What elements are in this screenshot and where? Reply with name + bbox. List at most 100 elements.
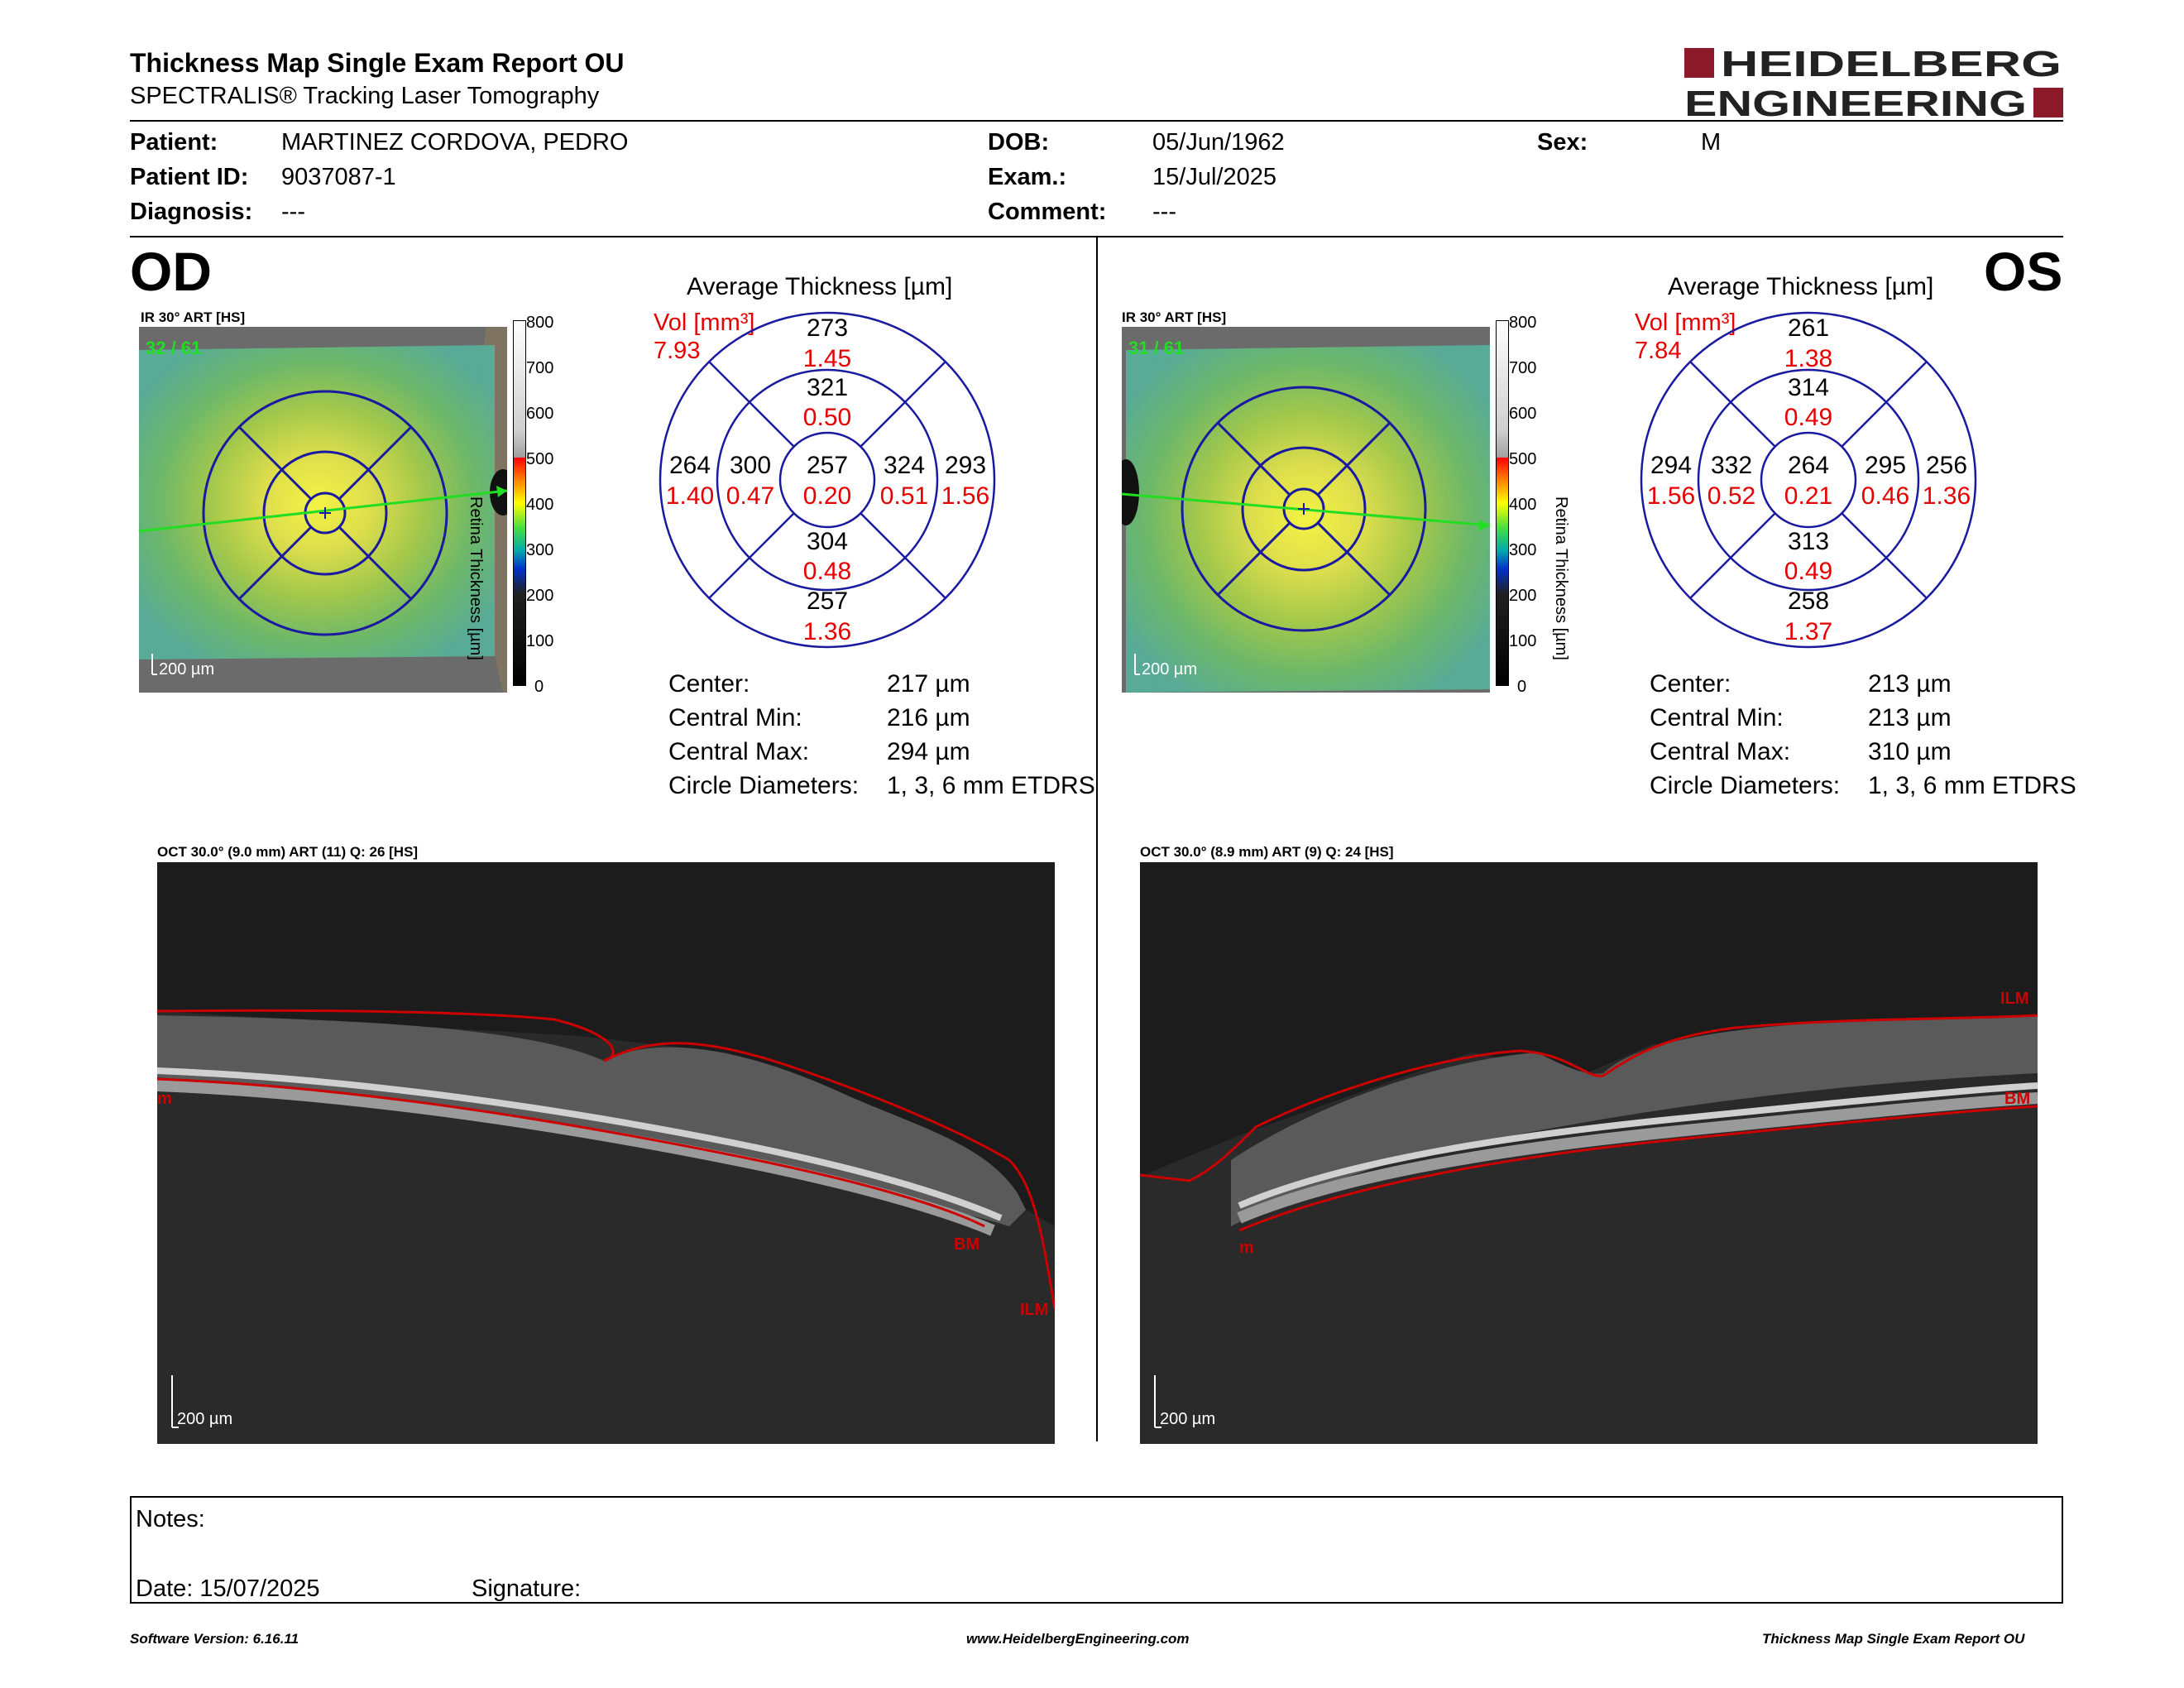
os-scan-arrow	[1478, 520, 1490, 531]
os-tick-600: 600	[1509, 405, 1537, 423]
os-colorbar	[1496, 320, 1509, 686]
os-circle-diam-value: 1, 3, 6 mm ETDRS	[1868, 772, 2076, 799]
os-outer-right-volume: 1.36	[1923, 482, 1971, 510]
od-oct-title: OCT 30.0° (9.0 mm) ART (11) Q: 26 [HS]	[157, 844, 419, 860]
os-inner-left-volume: 0.52	[1707, 482, 1755, 510]
notes-box[interactable]	[130, 1496, 2063, 1604]
os-inner-inferior-volume: 0.49	[1784, 558, 1832, 585]
od-eye-label: OD	[130, 241, 212, 302]
os-vol-value: 7.84	[1635, 338, 1682, 364]
os-center-thickness: 264	[1788, 452, 1829, 479]
os-eye-label: OS	[1984, 241, 2063, 302]
od-central-min-value: 216 µm	[887, 704, 970, 731]
od-vol-label: Vol [mm³]	[654, 309, 755, 336]
diagnosis-label: Diagnosis:	[130, 199, 253, 225]
os-inner-left-thickness: 332	[1711, 452, 1752, 479]
logo-line1: HEIDELBERG	[1721, 44, 2062, 84]
od-inner-right-volume: 0.51	[880, 482, 928, 510]
od-circle-diam-label: Circle Diameters:	[668, 772, 860, 799]
os-colorbar-label: Retina Thickness [µm]	[1552, 496, 1570, 660]
od-outer-superior-thickness: 273	[807, 314, 848, 342]
os-tick-800: 800	[1509, 314, 1537, 332]
os-inner-superior-volume: 0.49	[1784, 404, 1832, 431]
os-outer-inferior-thickness: 258	[1788, 587, 1829, 615]
od-inner-right-thickness: 324	[884, 452, 925, 479]
software-version: Software Version: 6.16.11	[130, 1631, 299, 1647]
os-avg-title: Average Thickness [µm]	[1668, 273, 1934, 300]
dob-label: DOB:	[988, 129, 1050, 156]
od-inner-superior-volume: 0.50	[803, 404, 851, 431]
os-ilm-label: ILM	[2000, 990, 2028, 1008]
os-tick-0: 0	[1517, 678, 1527, 696]
od-oct-scale: 200 µm	[177, 1410, 232, 1428]
od-sector-chart: 273 1.45 321 0.50 264 1.40 300 0.47 257 …	[659, 311, 996, 649]
od-scan-arrow	[496, 486, 507, 497]
os-colorbar-ticks: 800 700 600 500 400 300 200 100 0	[1509, 314, 1559, 696]
od-inner-left-volume: 0.47	[726, 482, 774, 510]
od-colorbar	[513, 320, 526, 686]
diagnosis-value: ---	[281, 199, 305, 225]
od-tick-300: 300	[526, 541, 554, 559]
od-vol-value: 7.93	[654, 338, 701, 364]
os-sector-chart: 261 1.38 314 0.49 294 1.56 332 0.52 264 …	[1640, 311, 1977, 649]
website-link[interactable]: www.HeidelbergEngineering.com	[966, 1631, 1190, 1647]
od-outer-left-volume: 1.40	[666, 482, 714, 510]
od-outer-right-thickness: 293	[945, 452, 986, 479]
os-central-min-label: Central Min:	[1650, 704, 1784, 731]
patient-label: Patient:	[130, 129, 218, 156]
logo-line2: ENGINEERING	[1684, 84, 2027, 121]
od-center-thickness: 257	[807, 452, 848, 479]
od-ilm-label: ILM	[1020, 1301, 1048, 1319]
od-center-volume: 0.20	[803, 482, 851, 510]
os-ilm-line	[1140, 1014, 2038, 1182]
os-m-label: m	[1239, 1239, 1254, 1257]
os-tick-200: 200	[1509, 587, 1537, 605]
od-circle-diam-value: 1, 3, 6 mm ETDRS	[887, 772, 1095, 799]
os-outer-left-volume: 1.56	[1647, 482, 1695, 510]
od-tick-800: 800	[526, 314, 554, 332]
os-outer-inferior-volume: 1.37	[1784, 618, 1832, 645]
os-center-volume: 0.21	[1784, 482, 1832, 510]
date-label: Date: 15/07/2025	[136, 1575, 320, 1602]
os-circle-diam-label: Circle Diameters:	[1650, 772, 1841, 799]
od-central-max-value: 294 µm	[887, 738, 970, 765]
patient-value: MARTINEZ CORDOVA, PEDRO	[281, 129, 629, 156]
sex-label: Sex:	[1537, 129, 1588, 156]
comment-value: ---	[1152, 199, 1176, 225]
od-tick-200: 200	[526, 587, 554, 605]
od-scale-label: 200 µm	[159, 660, 214, 679]
os-oct-scale: 200 µm	[1160, 1410, 1215, 1428]
od-etdrs-grid	[202, 390, 448, 636]
od-central-min-label: Central Min:	[668, 704, 802, 731]
comment-label: Comment:	[988, 199, 1107, 225]
od-tick-0: 0	[534, 678, 544, 696]
od-colorbar-ticks: 800 700 600 500 400 300 200 100 0	[526, 314, 576, 696]
od-thickness-map: 32 / 61 200 µm	[139, 327, 507, 693]
od-outer-inferior-thickness: 257	[807, 587, 848, 615]
dob-value: 05/Jun/1962	[1152, 129, 1285, 156]
od-ir-title: IR 30° ART [HS]	[141, 309, 246, 325]
od-center-value: 217 µm	[887, 670, 970, 698]
exam-value: 15/Jul/2025	[1152, 164, 1276, 190]
sex-value: M	[1701, 129, 1722, 156]
od-oct-scan: m BM ILM 200 µm	[157, 862, 1055, 1444]
os-thickness-map: 31 / 61 200 µm	[1122, 327, 1490, 693]
os-inner-right-thickness: 295	[1865, 452, 1906, 479]
od-m-label: m	[157, 1090, 172, 1108]
os-ir-title: IR 30° ART [HS]	[1122, 309, 1227, 325]
os-central-min-value: 213 µm	[1868, 704, 1952, 731]
os-central-max-value: 310 µm	[1868, 738, 1952, 765]
od-frame-count: 32 / 61	[146, 338, 201, 358]
od-outer-superior-volume: 1.45	[803, 345, 851, 372]
exam-label: Exam.:	[988, 164, 1067, 190]
patient-divider	[130, 236, 2063, 237]
footer-report-title: Thickness Map Single Exam Report OU	[1762, 1631, 2025, 1647]
od-inner-inferior-thickness: 304	[807, 528, 848, 555]
os-outer-left-thickness: 294	[1650, 452, 1692, 479]
os-outer-superior-volume: 1.38	[1784, 345, 1832, 372]
os-center-label: Center:	[1650, 670, 1731, 698]
os-oct-scan: m BM ILM 200 µm	[1140, 862, 2038, 1444]
od-center-label: Center:	[668, 670, 750, 698]
signature-label: Signature:	[472, 1575, 582, 1602]
od-bm-line	[157, 1077, 985, 1228]
